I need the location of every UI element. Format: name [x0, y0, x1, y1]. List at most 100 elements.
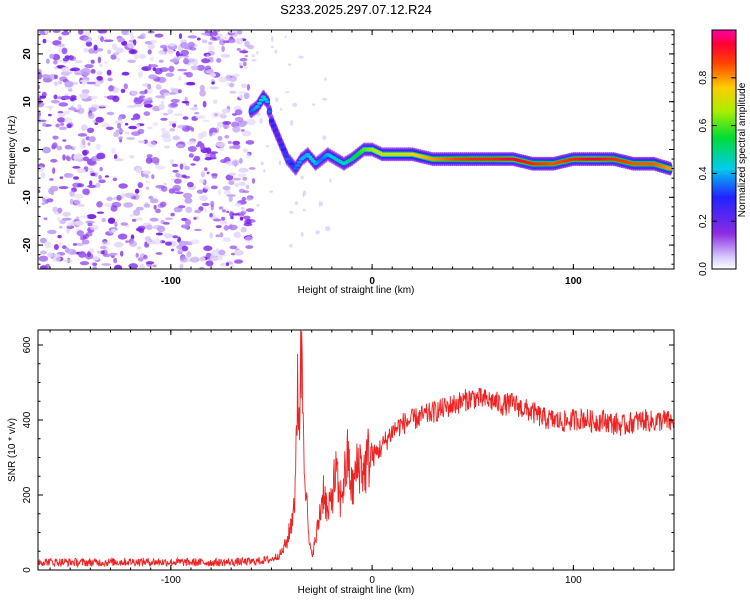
noise-speckle	[195, 115, 206, 119]
noise-speckle	[150, 156, 160, 164]
noise-speckle	[87, 142, 91, 146]
noise-speckle	[219, 232, 224, 238]
y-tick-label: 200	[22, 486, 33, 503]
noise-speckle	[163, 233, 174, 239]
noise-speckle	[193, 59, 199, 66]
noise-speckle	[158, 59, 164, 63]
noise-speckle	[186, 251, 192, 258]
x-tick-label: 100	[565, 276, 582, 287]
ridge-cell	[268, 119, 275, 123]
noise-speckle	[58, 242, 63, 247]
noise-region	[38, 30, 332, 269]
noise-speckle	[155, 165, 166, 170]
noise-speckle	[201, 130, 208, 138]
noise-speckle	[199, 195, 208, 202]
noise-speckle	[237, 30, 243, 35]
noise-speckle	[211, 111, 221, 118]
noise-speckle	[42, 146, 51, 154]
noise-speckle	[171, 248, 175, 252]
noise-speckle	[155, 84, 162, 90]
noise-speckle	[237, 120, 247, 128]
noise-speckle	[40, 172, 46, 179]
noise-speckle	[47, 252, 54, 258]
noise-speckle	[100, 36, 104, 42]
noise-speckle	[234, 249, 245, 256]
noise-speckle	[322, 98, 327, 101]
noise-speckle	[193, 217, 197, 220]
noise-speckle	[114, 264, 123, 269]
noise-speckle	[57, 112, 66, 118]
noise-speckle	[82, 31, 92, 37]
noise-speckle	[237, 91, 247, 94]
noise-speckle	[178, 33, 183, 40]
noise-speckle	[130, 234, 135, 240]
noise-speckle	[90, 69, 96, 74]
noise-speckle	[99, 245, 107, 250]
noise-speckle	[229, 145, 234, 149]
noise-speckle	[70, 95, 77, 99]
noise-speckle	[228, 224, 238, 231]
noise-speckle	[107, 49, 112, 55]
noise-speckle	[81, 138, 86, 145]
noise-speckle	[155, 184, 165, 189]
ridge-cell	[274, 133, 281, 137]
noise-speckle	[239, 94, 244, 99]
noise-speckle	[138, 71, 143, 78]
ridge-cell	[270, 124, 277, 128]
noise-speckle	[182, 223, 189, 230]
noise-speckle	[235, 202, 242, 207]
noise-speckle	[109, 252, 118, 256]
noise-speckle	[113, 131, 120, 137]
noise-speckle	[239, 57, 248, 62]
noise-speckle	[243, 66, 248, 70]
noise-speckle	[114, 154, 118, 160]
noise-speckle	[170, 212, 175, 217]
noise-speckle	[225, 174, 234, 181]
noise-speckle	[256, 113, 262, 116]
noise-speckle	[259, 118, 263, 124]
noise-speckle	[57, 59, 62, 63]
noise-speckle	[256, 203, 260, 207]
noise-speckle	[228, 77, 238, 82]
noise-speckle	[251, 59, 257, 62]
noise-speckle	[89, 224, 99, 231]
noise-speckle	[245, 153, 251, 159]
noise-speckle	[199, 142, 205, 150]
noise-speckle	[121, 71, 130, 76]
noise-speckle	[181, 174, 187, 178]
noise-speckle	[58, 225, 63, 229]
noise-speckle	[178, 76, 182, 81]
noise-speckle	[144, 242, 150, 248]
noise-speckle	[82, 150, 88, 156]
noise-speckle	[239, 50, 249, 54]
x-tick-label: 0	[369, 276, 375, 287]
noise-speckle	[187, 146, 197, 152]
noise-speckle	[215, 142, 226, 147]
noise-speckle	[145, 180, 151, 184]
noise-speckle	[157, 203, 165, 208]
noise-speckle	[75, 216, 80, 221]
noise-speckle	[160, 100, 165, 104]
noise-speckle	[197, 189, 204, 194]
noise-speckle	[294, 201, 299, 206]
ridge-cell	[264, 100, 270, 104]
ridge-cell	[295, 163, 301, 167]
noise-speckle	[190, 256, 200, 263]
noise-speckle	[61, 31, 70, 36]
noise-speckle	[129, 240, 138, 247]
noise-speckle	[81, 79, 86, 86]
noise-speckle	[228, 172, 237, 176]
noise-speckle	[135, 252, 139, 258]
noise-speckle	[174, 191, 184, 195]
noise-speckle	[172, 169, 179, 173]
noise-speckle	[87, 184, 97, 188]
noise-speckle	[80, 237, 85, 241]
noise-speckle	[106, 95, 117, 100]
noise-speckle	[240, 226, 247, 233]
noise-speckle	[128, 125, 138, 130]
noise-speckle	[152, 264, 157, 268]
noise-speckle	[63, 110, 71, 115]
noise-speckle	[107, 217, 116, 224]
noise-speckle	[64, 117, 73, 124]
